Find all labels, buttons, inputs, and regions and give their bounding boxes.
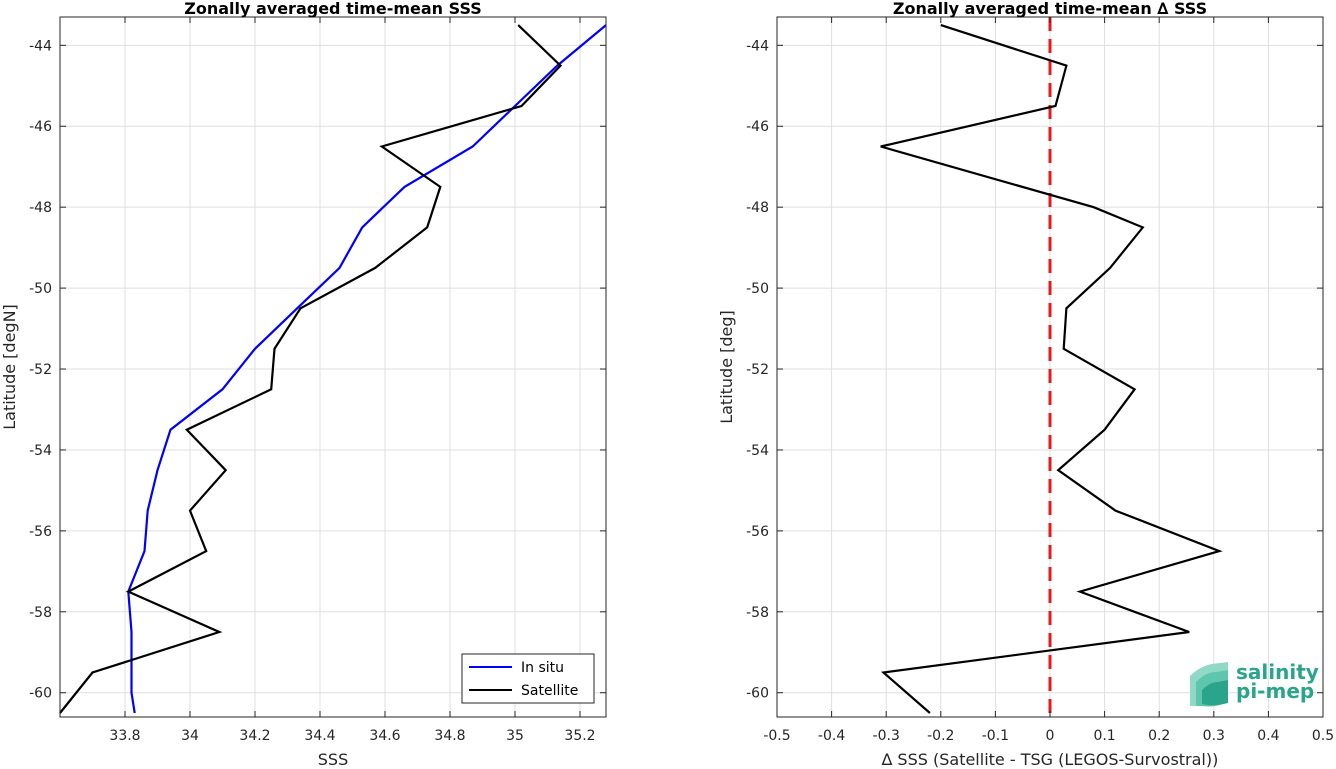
y-tick-label: -48	[29, 200, 52, 216]
series-line-in-situ	[127, 24, 607, 714]
left-x-axis-label: SSS	[318, 750, 348, 769]
x-tick-label: 34.2	[239, 728, 270, 744]
left-plot-frame	[59, 16, 607, 718]
logo-text-pi-mep: pi-mep	[1236, 679, 1314, 703]
x-tick-label: -0.5	[763, 728, 790, 744]
x-tick-label: 34.6	[369, 728, 400, 744]
x-tick-label: 0.2	[1148, 728, 1170, 744]
x-tick-label: 0.3	[1203, 728, 1225, 744]
x-tick-label: 0.4	[1257, 728, 1279, 744]
x-tick-label: 0	[1046, 728, 1055, 744]
legend-label-in-situ: In situ	[521, 660, 564, 676]
y-tick-label: -46	[29, 119, 52, 135]
logo-wave-icon	[1190, 662, 1228, 707]
left-chart-title: Zonally averaged time-mean SSS	[184, 0, 482, 18]
series-line-satellite	[59, 24, 563, 714]
y-tick-label: -54	[746, 443, 769, 459]
right-x-axis-label: ∆ SSS (Satellite - TSG (LEGOS-Survostral…	[881, 750, 1219, 769]
x-tick-label: -0.4	[818, 728, 845, 744]
x-tick-label: 35.2	[564, 728, 595, 744]
x-tick-label: 34.8	[434, 728, 465, 744]
left-tick-labels: 33.8 34 34.2 34.4 34.6 34.8 35 35.2 -44 -46 -48 -50…	[29, 17, 606, 744]
logo-text-salinity: salinity	[1236, 660, 1319, 684]
y-tick-label: -58	[29, 605, 52, 621]
y-tick-label: -52	[746, 362, 769, 378]
series-line-delta-sss	[880, 24, 1223, 714]
right-chart-title: Zonally averaged time-mean ∆ SSS	[893, 0, 1207, 18]
right-chart-panel: -0.5 -0.4 -0.3 -0.2 -0.1 0 0.1 0.2 0.3 0.4 0.5 -44 -…	[717, 0, 1334, 769]
x-tick-label: 0.5	[1312, 728, 1334, 744]
right-series-group	[880, 24, 1223, 714]
x-tick-label: 35	[506, 728, 524, 744]
y-tick-label: -56	[746, 524, 769, 540]
x-tick-label: -0.1	[982, 728, 1009, 744]
y-tick-label: -50	[29, 281, 52, 297]
y-tick-label: -56	[29, 524, 52, 540]
left-chart-panel: 33.8 34 34.2 34.4 34.6 34.8 35 35.2 -44 -46 -48 -50…	[0, 0, 607, 769]
left-y-axis-label: Latitude [degN]	[0, 304, 19, 430]
y-tick-label: -58	[746, 605, 769, 621]
y-tick-label: -60	[29, 686, 52, 702]
left-series-group	[59, 24, 607, 714]
x-tick-label: -0.2	[927, 728, 954, 744]
x-tick-label: 33.8	[109, 728, 140, 744]
right-y-axis-label: Latitude [deg]	[717, 310, 736, 424]
x-tick-label: -0.3	[873, 728, 900, 744]
left-gridlines	[60, 17, 606, 717]
x-tick-label: 0.1	[1093, 728, 1115, 744]
salinity-pi-mep-logo: salinity pi-mep	[1190, 660, 1319, 707]
right-tick-labels: -0.5 -0.4 -0.3 -0.2 -0.1 0 0.1 0.2 0.3 0.4 0.5 -44 -…	[746, 17, 1334, 744]
legend-box	[461, 653, 595, 704]
y-tick-label: -60	[746, 686, 769, 702]
y-tick-label: -54	[29, 443, 52, 459]
y-tick-label: -52	[29, 362, 52, 378]
x-tick-label: 34	[181, 728, 199, 744]
x-tick-label: 34.4	[304, 728, 335, 744]
y-tick-label: -46	[746, 119, 769, 135]
legend-label-satellite: Satellite	[521, 683, 578, 699]
y-tick-label: -48	[746, 200, 769, 216]
y-tick-label: -50	[746, 281, 769, 297]
y-tick-label: -44	[746, 38, 769, 54]
legend: In situ Satellite	[461, 653, 595, 704]
y-tick-label: -44	[29, 38, 52, 54]
